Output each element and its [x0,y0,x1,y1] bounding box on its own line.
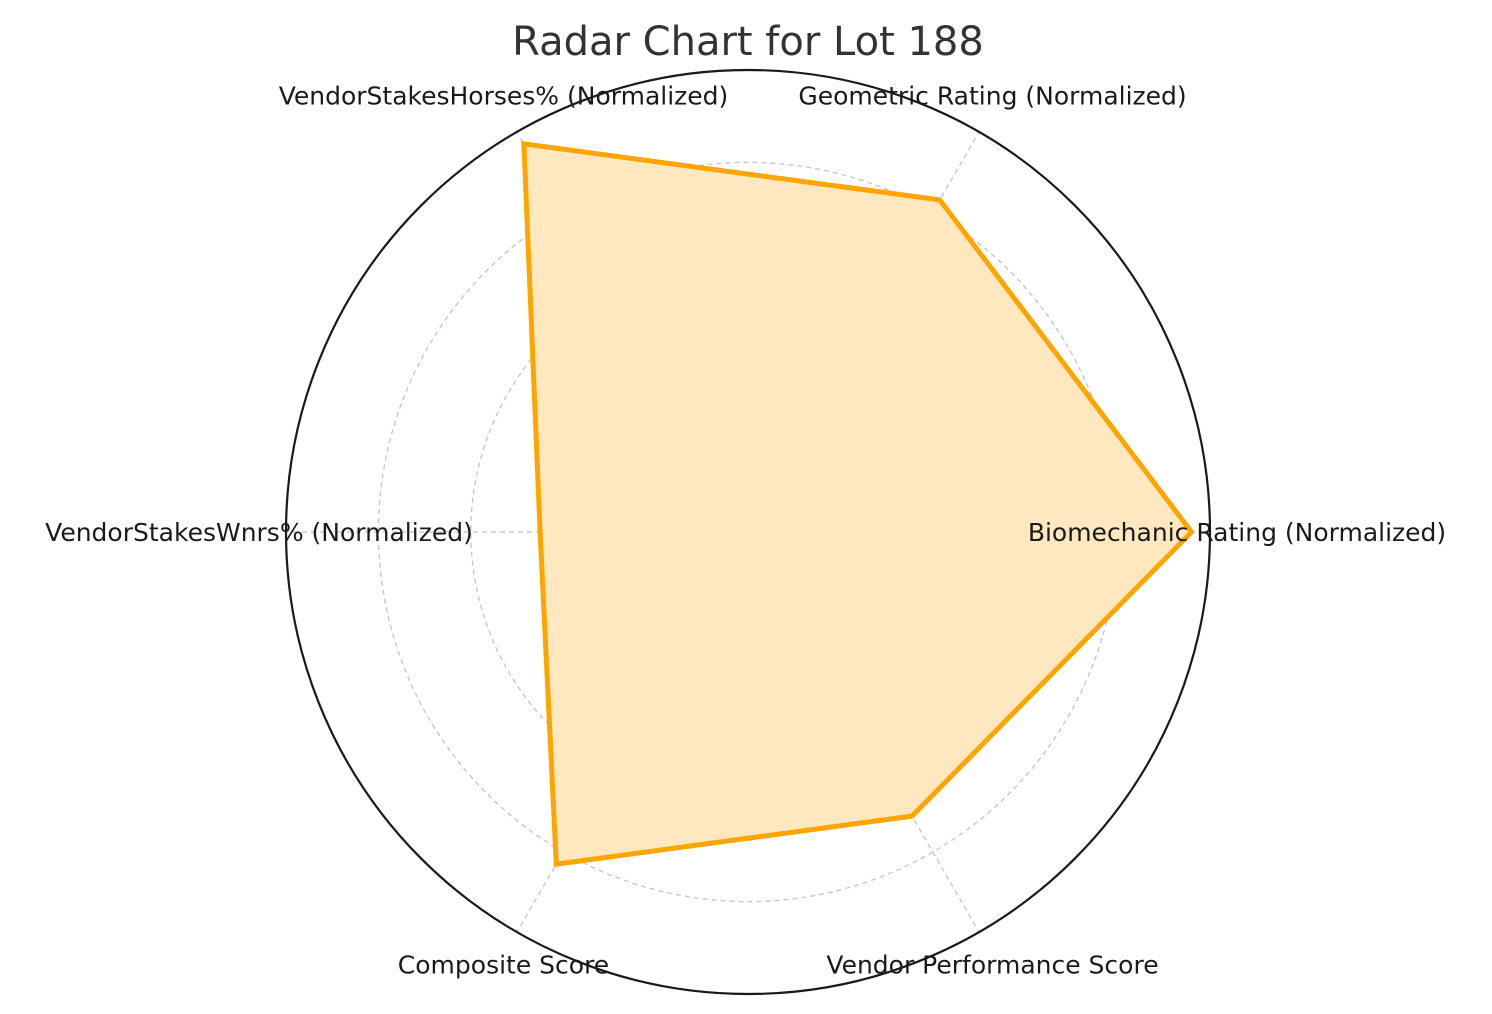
outer-ring [284,68,1212,996]
axis-label: Geometric Rating (Normalized) [798,82,1186,111]
axis-label: Biomechanic Rating (Normalized) [1028,518,1446,547]
series-fill [523,143,1192,865]
axis-label: VendorStakesHorses% (Normalized) [279,82,729,111]
series-outline [521,141,1195,867]
axis-label: Composite Score [398,951,609,980]
axis-label: VendorStakesWnrs% (Normalized) [45,518,473,547]
series-layer [521,141,1195,867]
chart-title: Radar Chart for Lot 188 [512,19,984,65]
label-layer: Biomechanic Rating (Normalized) Geometric… [45,82,1446,980]
axis-label: Vendor Performance Score [826,951,1158,980]
